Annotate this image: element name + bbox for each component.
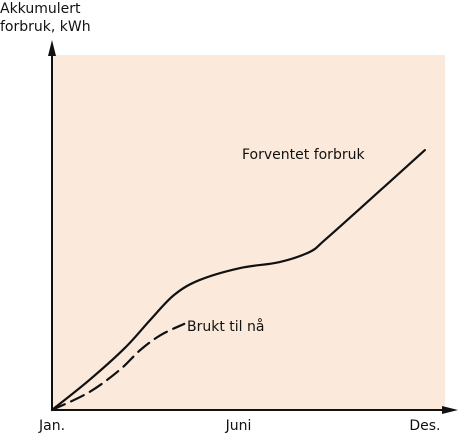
y-axis-label: forbruk, kWh: [0, 19, 91, 35]
plot-background: [52, 55, 445, 410]
x-tick-label: Juni: [225, 418, 252, 433]
y-axis-label: Akkumulert: [0, 1, 81, 17]
x-tick-label: Jan.: [38, 418, 65, 433]
x-tick-label: Des.: [409, 418, 440, 433]
y-axis-arrow: [48, 40, 56, 56]
x-axis-arrow: [442, 406, 458, 414]
series-label: Brukt til nå: [187, 318, 264, 335]
series-line: [50, 149, 426, 412]
series-line: [50, 322, 186, 412]
series-label: Forventet forbruk: [242, 147, 365, 163]
